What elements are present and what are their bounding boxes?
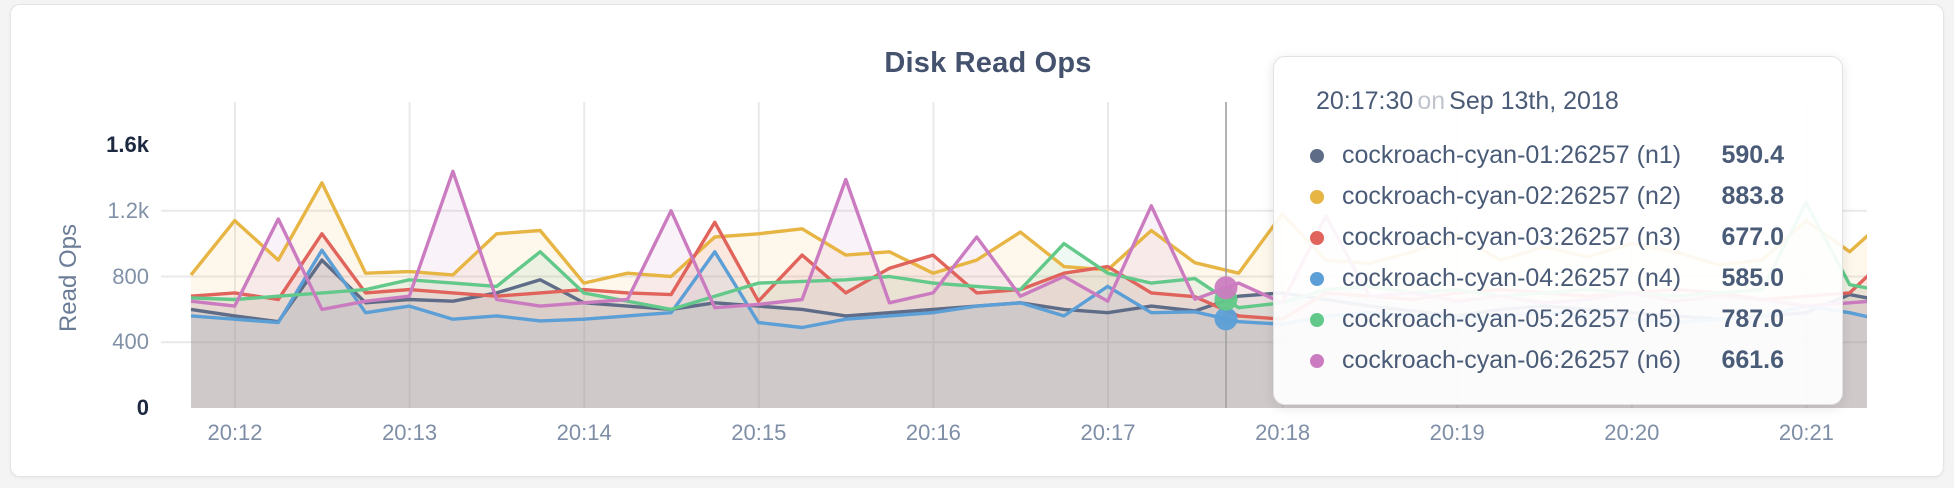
y-tick-1.6k: 1.6k <box>106 132 149 157</box>
tooltip-series-label: cockroach-cyan-05:26257 (n5) <box>1342 305 1682 333</box>
x-tick-20:19: 20:19 <box>1429 420 1485 445</box>
series-color-dot-n1 <box>1310 148 1324 163</box>
tooltip-series-value: 585.0 <box>1721 264 1784 292</box>
x-tick-20:18: 20:18 <box>1255 420 1311 445</box>
series-color-dot-n2 <box>1310 189 1324 204</box>
tooltip-time: 20:17:30 <box>1316 87 1414 115</box>
tooltip-series-label: cockroach-cyan-02:26257 (n2) <box>1342 182 1682 210</box>
tooltip-series-value: 677.0 <box>1721 223 1784 251</box>
tooltip-series-value: 787.0 <box>1721 305 1784 333</box>
chart-card: Disk Read Ops Read Ops 1.6k 1.2k 800 400 0 2… <box>10 4 1944 477</box>
series-color-dot-n4 <box>1310 271 1324 286</box>
hover-tooltip: 20:17:30 on Sep 13th, 2018 cockroach-cyan-… <box>1273 56 1843 405</box>
y-tick-400: 400 <box>112 329 149 355</box>
y-tick-800: 800 <box>112 263 149 289</box>
series-color-dot-n5 <box>1310 312 1324 327</box>
hover-dot-n6 <box>1214 276 1238 300</box>
x-tick-20:16: 20:16 <box>905 420 961 445</box>
tooltip-header: 20:17:30 on Sep 13th, 2018 <box>1316 87 1619 116</box>
x-tick-20:21: 20:21 <box>1778 420 1834 445</box>
y-tick-1.2k: 1.2k <box>107 197 149 223</box>
tooltip-row-n3: cockroach-cyan-03:26257 (n3) 677.0 <box>1310 217 1784 258</box>
tooltip-series-value: 590.4 <box>1721 141 1784 169</box>
x-tick-20:12: 20:12 <box>207 420 263 445</box>
tooltip-series-label: cockroach-cyan-01:26257 (n1) <box>1342 141 1682 169</box>
tooltip-row-n2: cockroach-cyan-02:26257 (n2) 883.8 <box>1310 176 1784 217</box>
y-tick-0: 0 <box>136 395 149 420</box>
series-color-dot-n3 <box>1310 230 1324 245</box>
tooltip-row-n6: cockroach-cyan-06:26257 (n6) 661.6 <box>1310 340 1784 381</box>
tooltip-date: Sep 13th, 2018 <box>1449 87 1619 115</box>
chart-title: Disk Read Ops <box>884 47 1092 79</box>
x-tick-20:20: 20:20 <box>1604 420 1660 445</box>
tooltip-series-label: cockroach-cyan-03:26257 (n3) <box>1342 223 1682 251</box>
tooltip-row-n1: cockroach-cyan-01:26257 (n1) 590.4 <box>1310 135 1784 176</box>
tooltip-series-value: 883.8 <box>1721 182 1784 210</box>
series-color-dot-n6 <box>1310 353 1324 368</box>
tooltip-row-n5: cockroach-cyan-05:26257 (n5) 787.0 <box>1310 299 1784 340</box>
tooltip-preposition: on <box>1417 87 1446 115</box>
x-tick-20:14: 20:14 <box>556 420 612 445</box>
x-tick-20:13: 20:13 <box>382 420 438 445</box>
tooltip-row-n4: cockroach-cyan-04:26257 (n4) 585.0 <box>1310 258 1784 299</box>
tooltip-series-value: 661.6 <box>1721 346 1784 374</box>
tooltip-rows: cockroach-cyan-01:26257 (n1) 590.4 cockroa… <box>1310 135 1784 381</box>
hover-dot-n4 <box>1214 307 1238 331</box>
tooltip-series-label: cockroach-cyan-04:26257 (n4) <box>1342 264 1682 292</box>
x-tick-20:15: 20:15 <box>731 420 787 445</box>
tooltip-series-label: cockroach-cyan-06:26257 (n6) <box>1342 346 1682 374</box>
x-tick-20:17: 20:17 <box>1080 420 1136 445</box>
